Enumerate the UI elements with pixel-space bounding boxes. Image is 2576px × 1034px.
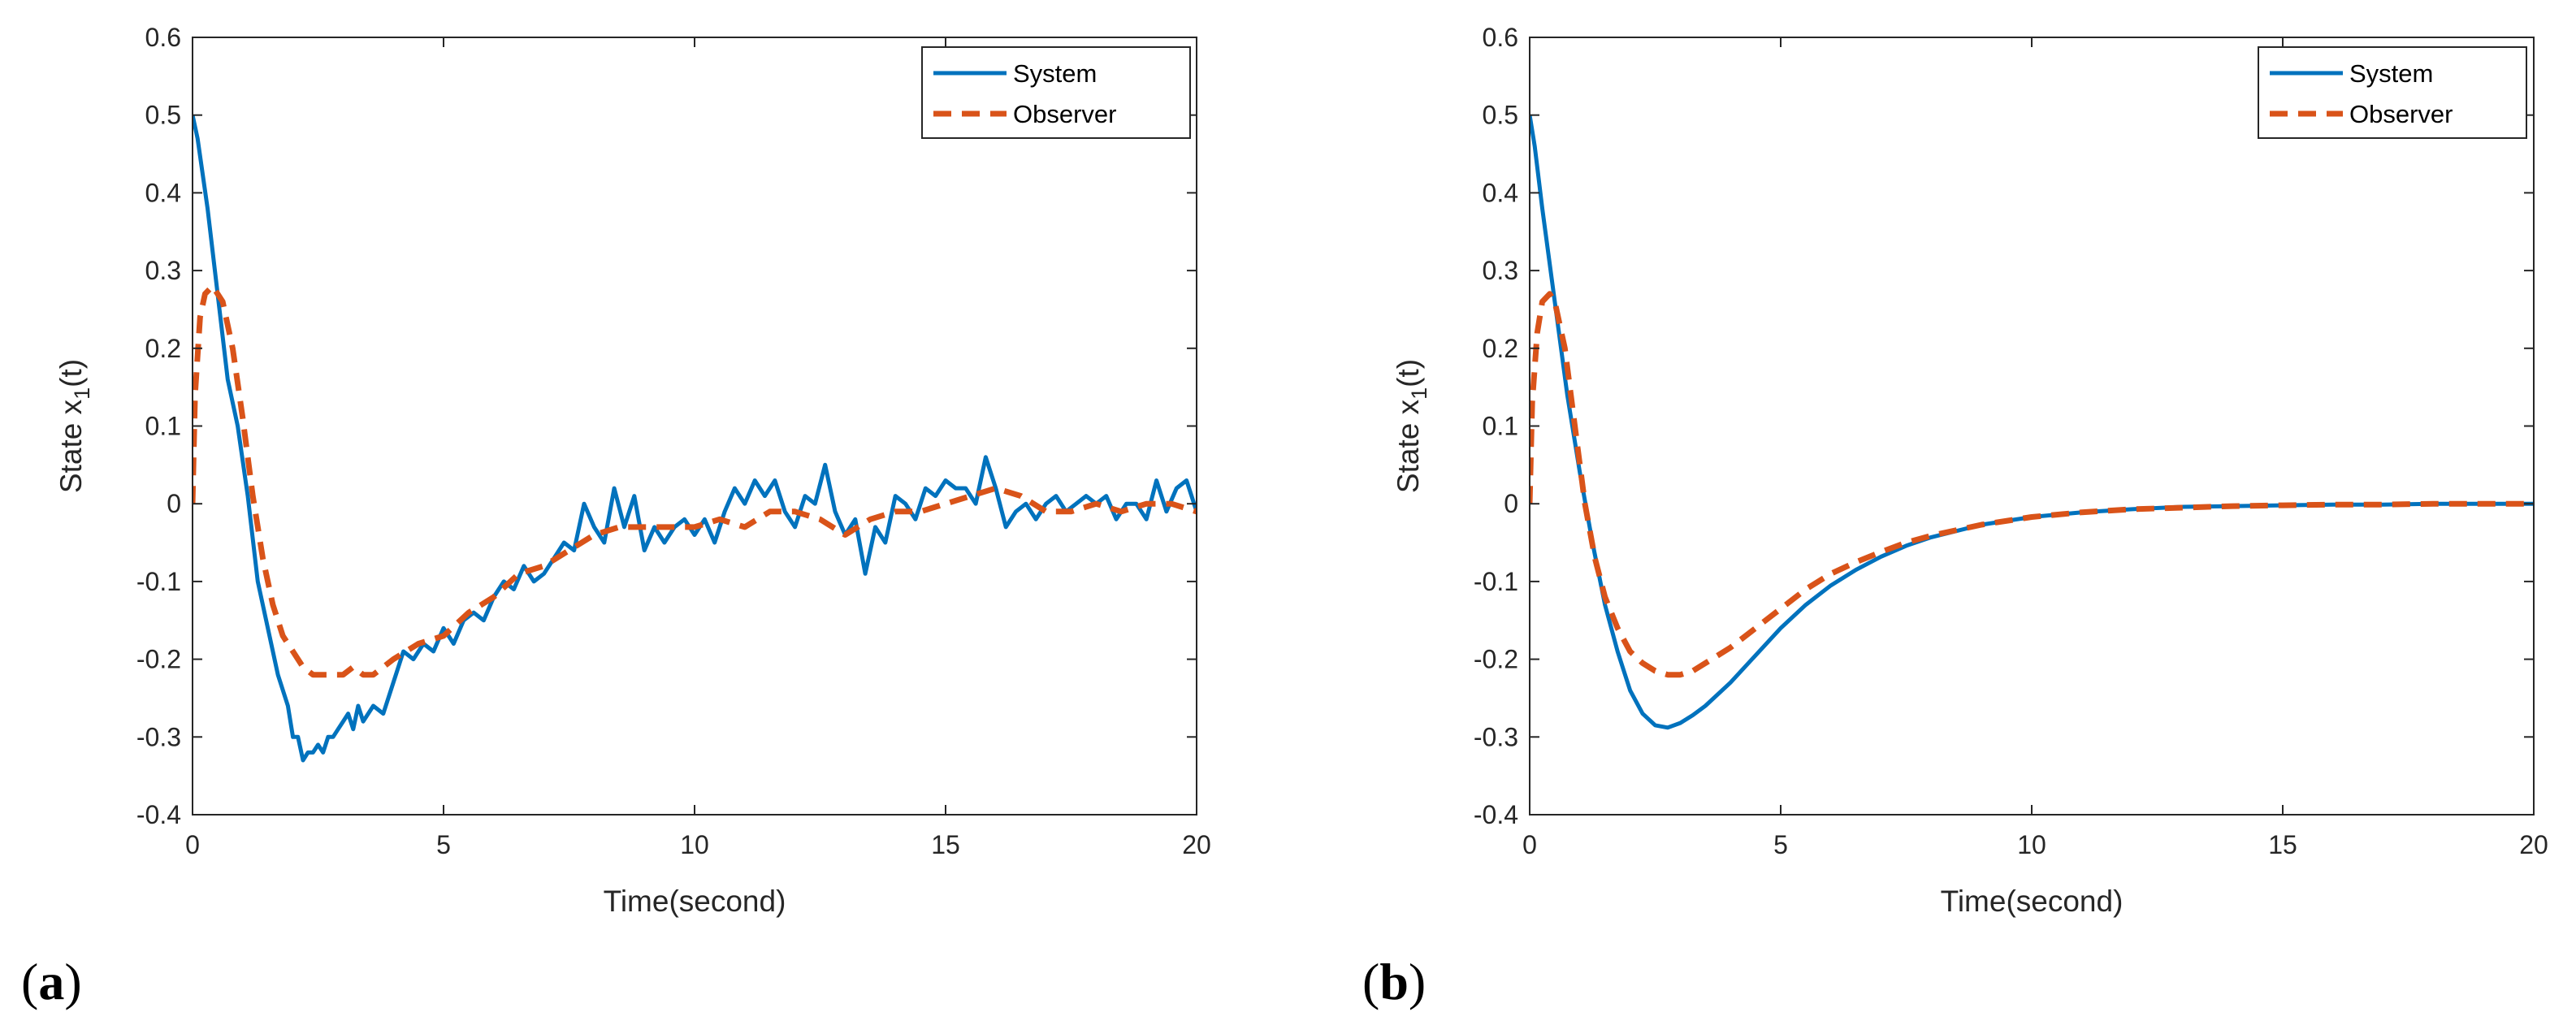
panel-label-open: ( (21, 953, 38, 1010)
panel-label: (b) (1362, 953, 1426, 1010)
legend: System Observer (921, 46, 1191, 139)
legend-label-system: System (2349, 59, 2433, 88)
plot-area (1530, 37, 2534, 815)
x-tick-label: 10 (2017, 830, 2046, 859)
y-axis-label: State x1(t) (54, 359, 94, 493)
y-tick-label: -0.1 (136, 567, 181, 596)
series-line-system (193, 115, 1197, 763)
y-axis-label-main: State x (54, 399, 88, 493)
x-tick-label: 10 (680, 830, 709, 859)
y-axis-label: State x1(t) (1392, 359, 1431, 493)
y-axis-label-subscript: 1 (1407, 387, 1431, 400)
x-tick-label: 15 (931, 830, 960, 859)
y-tick-label: 0.6 (1483, 23, 1518, 52)
y-tick-label: -0.3 (136, 722, 181, 751)
y-tick-label: 0.2 (145, 334, 181, 363)
panel-label-letter: b (1379, 953, 1409, 1010)
panel-label-open: ( (1362, 953, 1379, 1010)
legend-box (2258, 46, 2527, 139)
y-tick-label: -0.4 (136, 800, 181, 829)
y-tick-label: 0.4 (1483, 178, 1518, 207)
x-tick-label: 0 (185, 830, 200, 859)
y-tick-label: 0.2 (1483, 334, 1518, 363)
panel-label-close: ) (64, 953, 81, 1010)
legend-label-observer: Observer (2349, 100, 2453, 128)
legend: System Observer (2258, 46, 2527, 139)
series-line-observer (1530, 291, 2534, 678)
y-tick-label: 0.1 (1483, 412, 1518, 441)
y-axis-label-suffix: (t) (1392, 359, 1425, 387)
legend-label-observer: Observer (1013, 100, 1116, 128)
y-axis-label-subscript: 1 (70, 387, 94, 400)
x-tick-label: 5 (436, 830, 451, 859)
y-tick-label: 0.5 (1483, 101, 1518, 130)
panel-label-close: ) (1409, 953, 1426, 1010)
chart-panel-b: 0 5 10 15 20 -0.4 -0.3 -0.2 -0.1 0 0.1 0.2 0.3 0.4 0.5… (1362, 23, 2548, 1010)
y-tick-label: 0.4 (145, 178, 181, 207)
x-tick-label: 15 (2268, 830, 2297, 859)
y-tick-label: 0.6 (145, 23, 181, 52)
y-tick-label: -0.2 (1474, 645, 1518, 674)
x-tick-label: 0 (1522, 830, 1537, 859)
y-tick-label: 0.3 (1483, 256, 1518, 285)
x-axis-label: Time(second) (604, 885, 786, 918)
y-tick-label: 0 (167, 489, 181, 518)
x-tick-label: 20 (1182, 830, 1211, 859)
y-tick-label: -0.3 (1474, 722, 1518, 751)
x-tick-label: 5 (1773, 830, 1788, 859)
y-tick-label: 0.5 (145, 101, 181, 130)
y-tick-label: 0.1 (145, 412, 181, 441)
y-axis-label-suffix: (t) (54, 359, 88, 387)
chart-panel-a: 0 5 10 15 20 -0.4 -0.3 -0.2 -0.1 0 0.1 0.2 0.3 0.4 0.5… (21, 23, 1211, 1010)
legend-box (921, 46, 1191, 139)
legend-label-system: System (1013, 59, 1097, 88)
y-tick-label: -0.1 (1474, 567, 1518, 596)
panel-label-letter: a (38, 953, 64, 1010)
series-line-observer (193, 283, 1197, 678)
y-tick-label: 0 (1504, 489, 1518, 518)
y-axis-label-main: State x (1392, 399, 1425, 493)
y-tick-label: -0.2 (136, 645, 181, 674)
x-tick-label: 20 (2519, 830, 2548, 859)
y-tick-label: 0.3 (145, 256, 181, 285)
y-tick-label: -0.4 (1474, 800, 1518, 829)
panel-label: (a) (21, 953, 82, 1010)
x-axis-label: Time(second) (1941, 885, 2124, 918)
plot-area (193, 37, 1197, 815)
